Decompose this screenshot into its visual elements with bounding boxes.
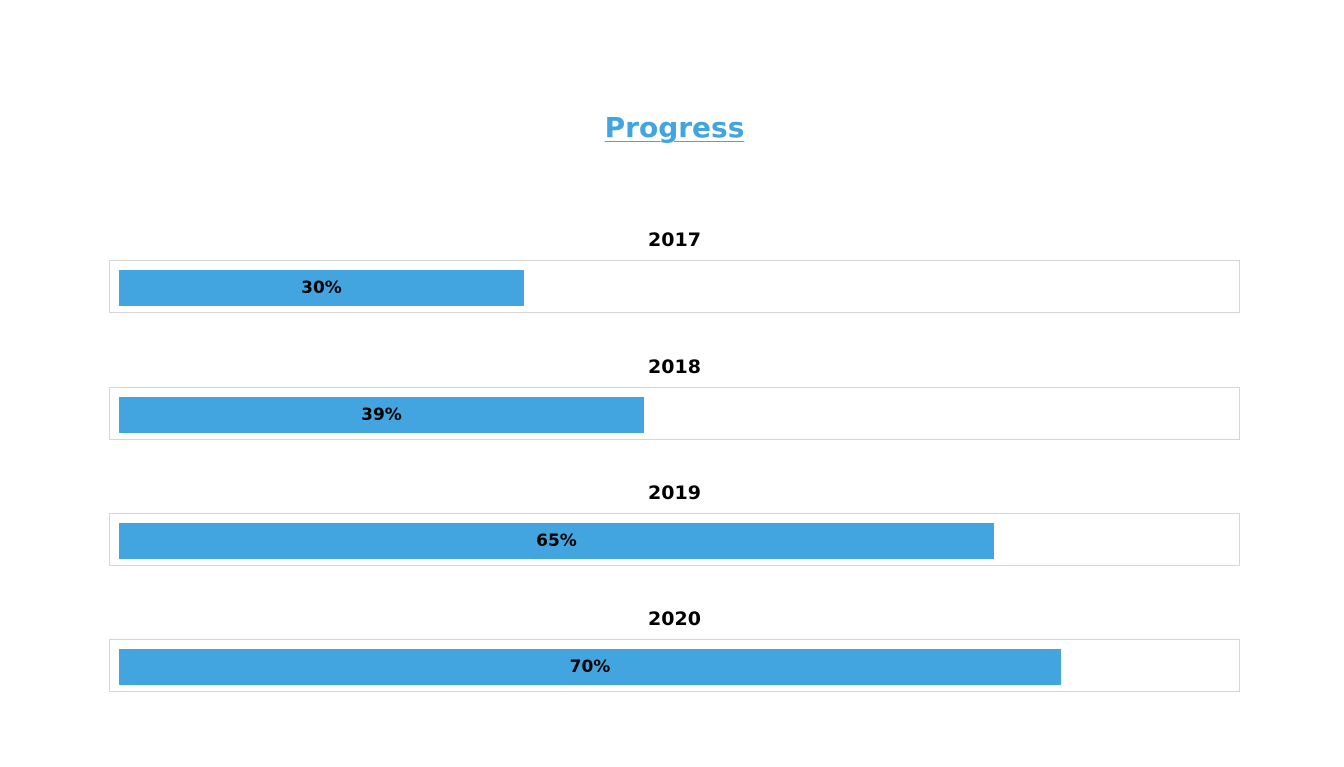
- progress-bar-fill: 39%: [119, 397, 644, 433]
- page-title: Progress: [604, 111, 745, 144]
- year-label: 2017: [648, 229, 701, 251]
- progress-bar-fill: 70%: [119, 649, 1061, 685]
- year-label: 2018: [648, 356, 701, 378]
- progress-track: 65%: [109, 513, 1240, 566]
- progress-percent-label: 65%: [536, 531, 577, 551]
- progress-percent-label: 30%: [301, 278, 342, 298]
- progress-bar-fill: 65%: [119, 523, 994, 559]
- progress-percent-label: 39%: [361, 405, 402, 425]
- year-label: 2020: [648, 608, 701, 630]
- progress-track: 39%: [109, 387, 1240, 440]
- progress-track: 70%: [109, 639, 1240, 692]
- year-label: 2019: [648, 482, 701, 504]
- progress-bar-fill: 30%: [119, 270, 524, 306]
- progress-track: 30%: [109, 260, 1240, 313]
- progress-percent-label: 70%: [569, 657, 611, 677]
